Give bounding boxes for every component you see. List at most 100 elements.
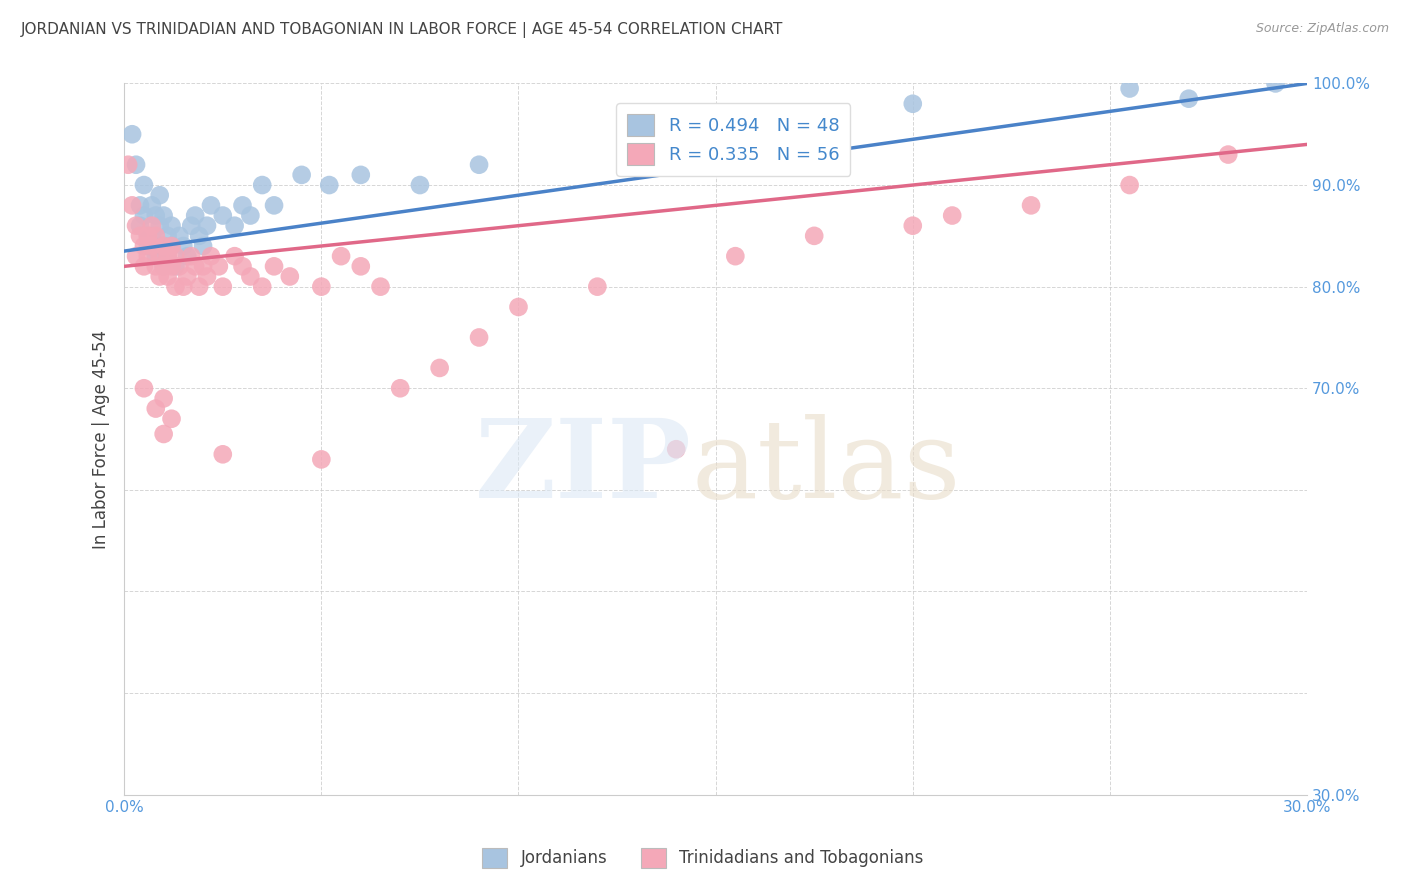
Point — [468, 330, 491, 344]
Point — [156, 269, 179, 284]
Point — [195, 219, 218, 233]
Point — [129, 228, 152, 243]
Point — [239, 209, 262, 223]
Point — [176, 249, 198, 263]
Point — [389, 381, 412, 395]
Point — [724, 249, 747, 263]
Point — [136, 249, 159, 263]
Point — [176, 269, 198, 284]
Point — [125, 249, 148, 263]
Point — [149, 219, 172, 233]
Legend: R = 0.494   N = 48, R = 0.335   N = 56: R = 0.494 N = 48, R = 0.335 N = 56 — [616, 103, 851, 176]
Point — [508, 300, 530, 314]
Point — [121, 198, 143, 212]
Point — [145, 209, 167, 223]
Point — [263, 198, 285, 212]
Point — [132, 209, 155, 223]
Point — [1118, 178, 1140, 192]
Point — [136, 228, 159, 243]
Text: ZIP: ZIP — [475, 414, 692, 521]
Point — [141, 239, 163, 253]
Point — [145, 228, 167, 243]
Text: JORDANIAN VS TRINIDADIAN AND TOBAGONIAN IN LABOR FORCE | AGE 45-54 CORRELATION C: JORDANIAN VS TRINIDADIAN AND TOBAGONIAN … — [21, 22, 783, 38]
Point — [172, 279, 194, 293]
Point — [250, 279, 273, 293]
Point — [156, 249, 179, 263]
Point — [191, 260, 214, 274]
Point — [121, 127, 143, 141]
Point — [1177, 92, 1199, 106]
Point — [152, 209, 174, 223]
Point — [200, 198, 222, 212]
Point — [165, 249, 187, 263]
Point — [132, 178, 155, 192]
Point — [152, 260, 174, 274]
Point — [145, 239, 167, 253]
Point — [141, 219, 163, 233]
Point — [231, 198, 253, 212]
Point — [149, 269, 172, 284]
Point — [468, 158, 491, 172]
Point — [125, 219, 148, 233]
Point — [370, 279, 392, 293]
Point — [160, 239, 183, 253]
Point — [180, 219, 202, 233]
Point — [250, 178, 273, 192]
Point — [665, 442, 688, 457]
Point — [724, 127, 747, 141]
Point — [901, 219, 924, 233]
Point — [200, 249, 222, 263]
Point — [152, 392, 174, 406]
Text: atlas: atlas — [692, 414, 962, 521]
Point — [311, 452, 333, 467]
Point — [149, 188, 172, 202]
Point — [224, 249, 246, 263]
Point — [141, 228, 163, 243]
Point — [132, 381, 155, 395]
Point — [165, 260, 187, 274]
Point — [145, 401, 167, 416]
Text: Source: ZipAtlas.com: Source: ZipAtlas.com — [1256, 22, 1389, 36]
Point — [188, 228, 211, 243]
Point — [145, 260, 167, 274]
Point — [129, 198, 152, 212]
Point — [156, 228, 179, 243]
Point — [409, 178, 432, 192]
Point — [211, 279, 233, 293]
Point — [350, 168, 373, 182]
Point — [152, 427, 174, 442]
Point — [1118, 81, 1140, 95]
Point — [901, 96, 924, 111]
Y-axis label: In Labor Force | Age 45-54: In Labor Force | Age 45-54 — [93, 329, 110, 549]
Point — [160, 411, 183, 425]
Point — [231, 260, 253, 274]
Point — [117, 158, 139, 172]
Point — [941, 209, 963, 223]
Point — [156, 249, 179, 263]
Point — [291, 168, 314, 182]
Point — [1019, 198, 1042, 212]
Point — [160, 260, 183, 274]
Point — [129, 219, 152, 233]
Point — [278, 269, 301, 284]
Point — [188, 279, 211, 293]
Point — [172, 239, 194, 253]
Point — [132, 239, 155, 253]
Point — [152, 260, 174, 274]
Point — [263, 260, 285, 274]
Point — [330, 249, 353, 263]
Point — [586, 279, 609, 293]
Point — [125, 158, 148, 172]
Point — [429, 360, 451, 375]
Point — [169, 260, 191, 274]
Point — [318, 178, 340, 192]
Point — [350, 260, 373, 274]
Legend: Jordanians, Trinidadians and Tobagonians: Jordanians, Trinidadians and Tobagonians — [475, 841, 931, 875]
Point — [311, 279, 333, 293]
Point — [803, 228, 825, 243]
Point — [152, 239, 174, 253]
Point — [152, 239, 174, 253]
Point — [239, 269, 262, 284]
Point — [180, 249, 202, 263]
Point — [195, 269, 218, 284]
